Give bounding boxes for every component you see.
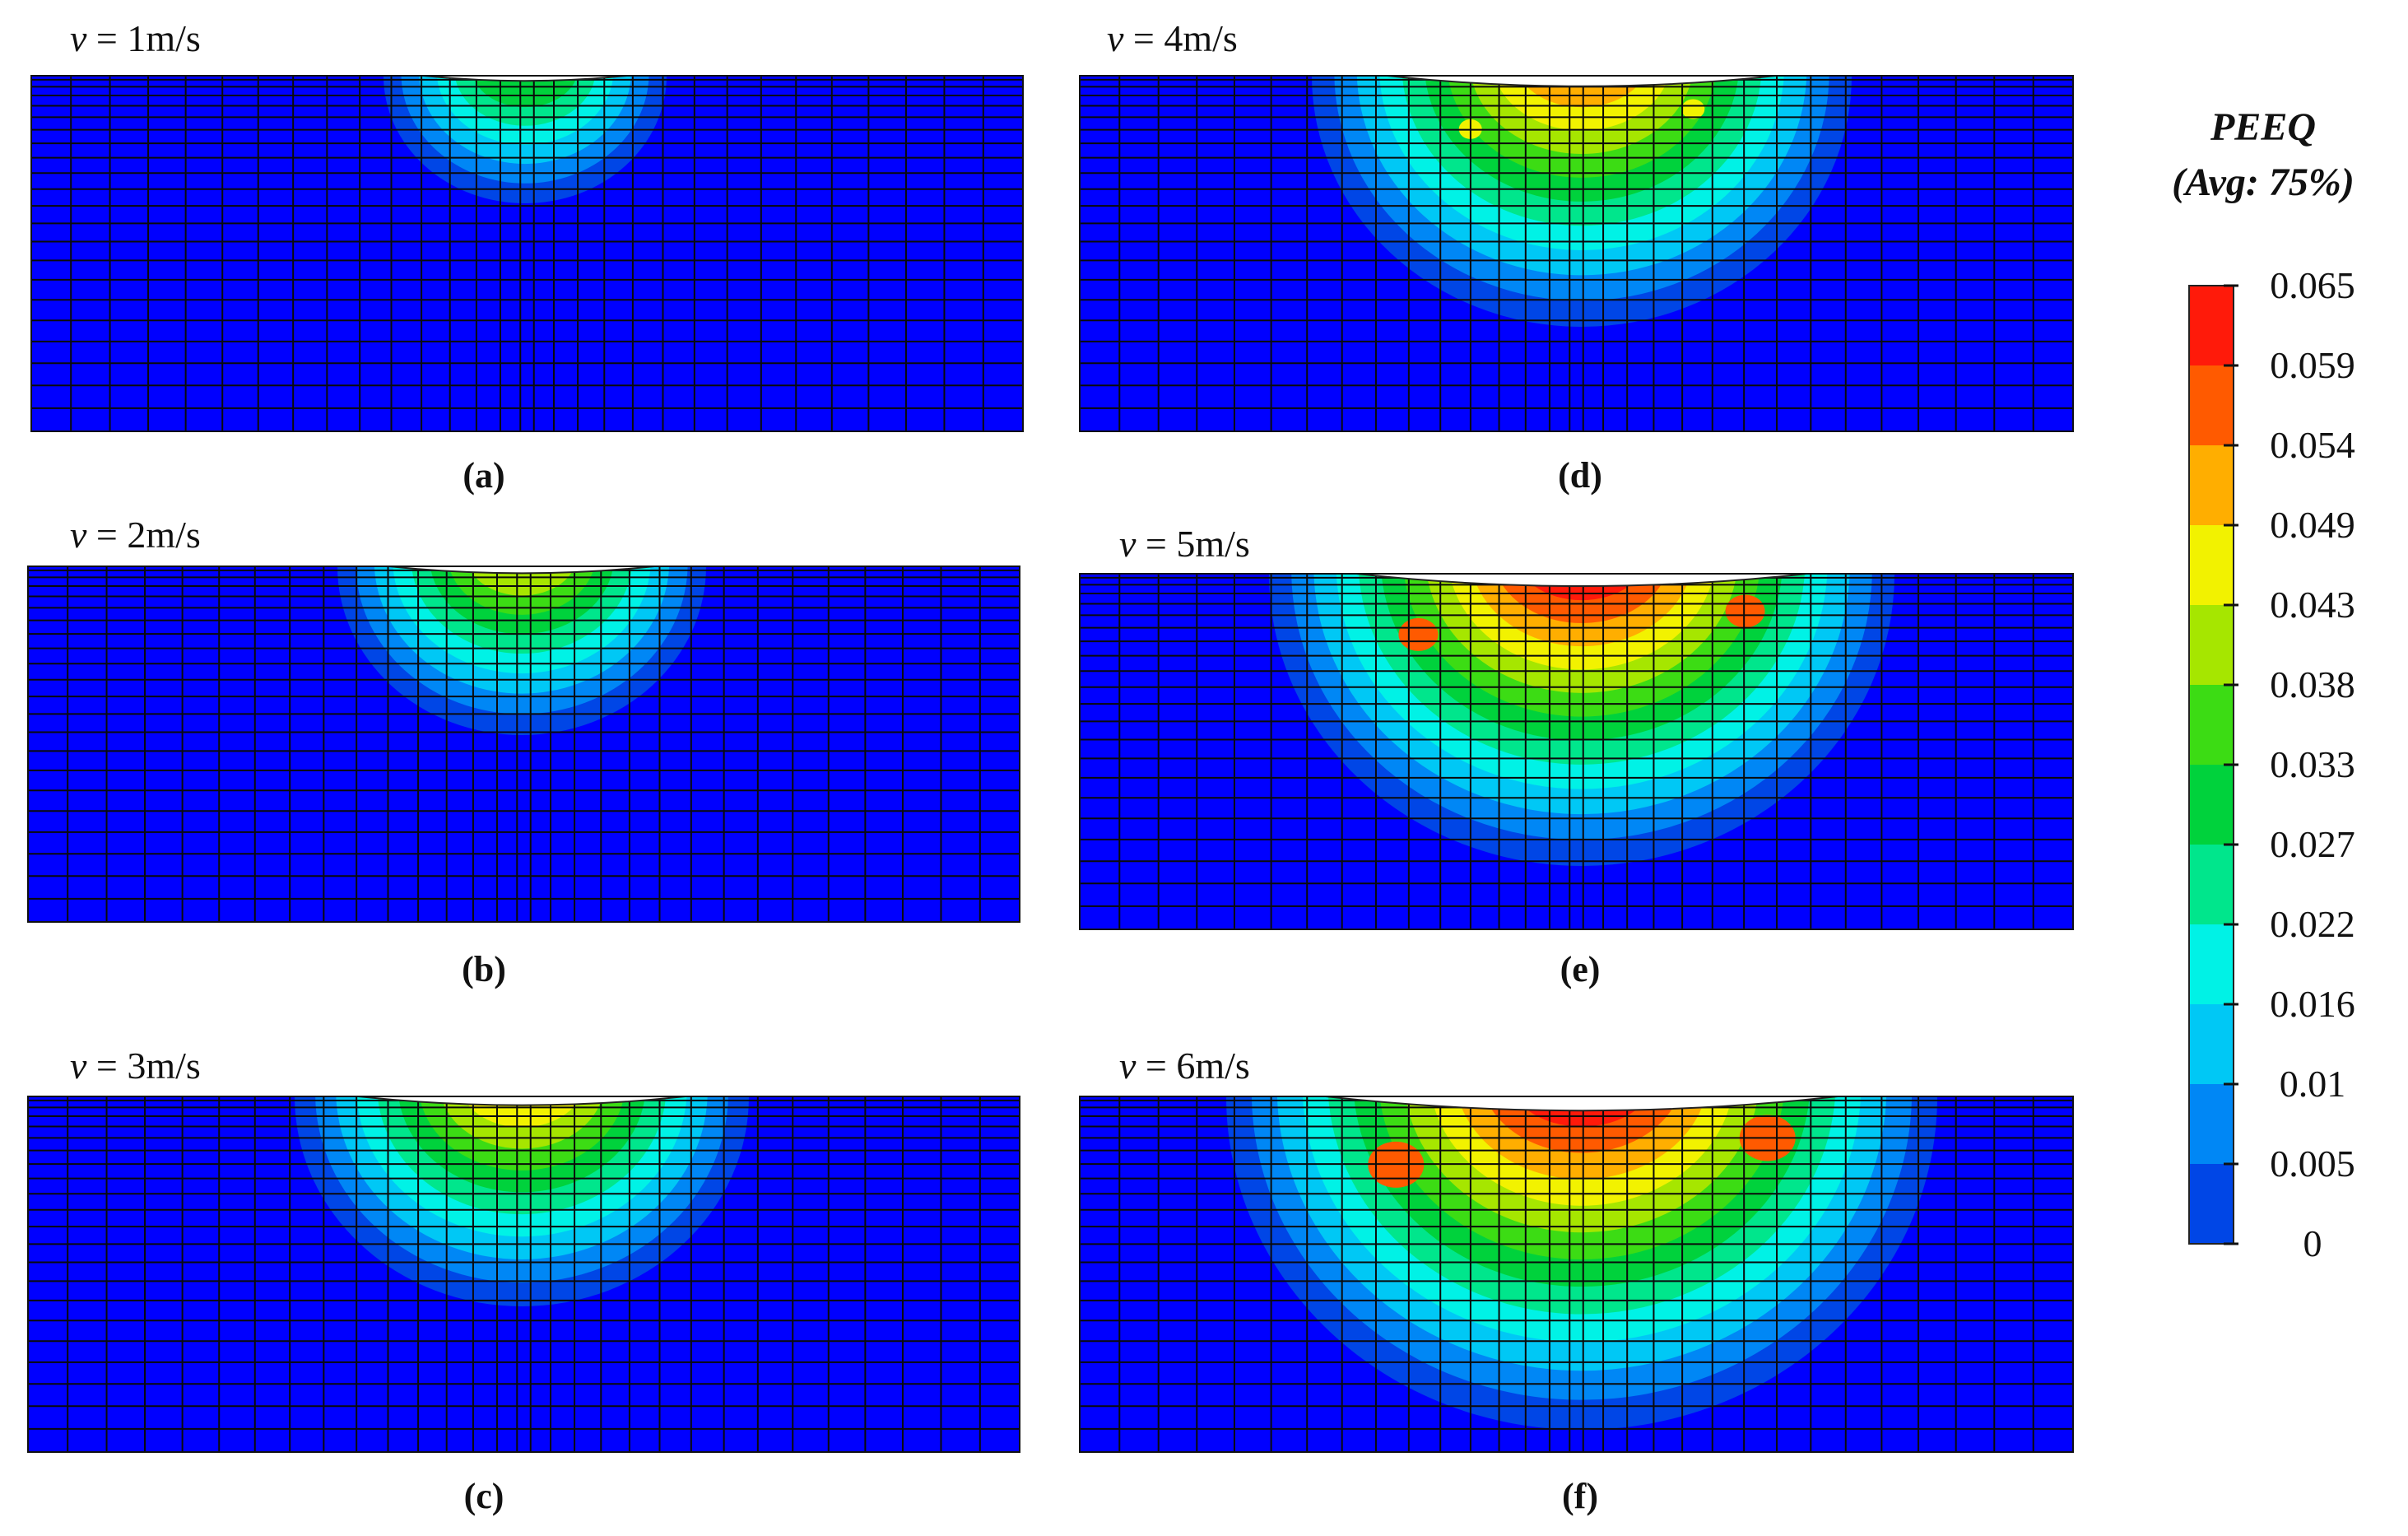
surface-indentation xyxy=(358,1096,686,1106)
panel-frame xyxy=(1079,75,2074,432)
legend-title: PEEQ xyxy=(2210,105,2316,149)
legend-tick-label: 0.059 xyxy=(2270,344,2355,386)
contour-band xyxy=(1518,76,1645,108)
legend-swatch xyxy=(2189,286,2234,365)
contour-field-f xyxy=(1079,1096,2074,1453)
panel-f: v = 6m/s (f) xyxy=(1079,1045,2074,1516)
legend-tick-label: 0.043 xyxy=(2270,584,2355,626)
caption-d: (d) xyxy=(1558,455,1602,496)
legend-tick-label: 0 xyxy=(2303,1222,2322,1264)
legend-tick-label: 0.049 xyxy=(2270,504,2355,546)
contour-plot-area xyxy=(28,1096,1020,1452)
legend-tick-labels: 0.065 0.059 0.054 0.049 0.043 0.038 0.033 0.027… xyxy=(2224,264,2355,1264)
legend-swatch xyxy=(2189,365,2234,445)
legend-swatch xyxy=(2189,445,2234,525)
surface-indentation xyxy=(1387,76,1777,87)
velocity-label-e: v = 5m/s xyxy=(1119,523,1250,565)
contour-field-c xyxy=(27,1096,1020,1453)
mesh-grid xyxy=(1080,76,2073,431)
contour-plot-area xyxy=(1080,76,2073,431)
surface-indentation xyxy=(1356,574,1807,587)
caption-c: (c) xyxy=(464,1476,504,1516)
legend-swatch xyxy=(2189,845,2234,924)
legend-swatch xyxy=(2189,1164,2234,1244)
contour-band xyxy=(1485,1096,1679,1153)
mesh-grid xyxy=(28,566,1020,922)
caption-b: (b) xyxy=(462,949,506,989)
panel-b: v = 2m/s (b) xyxy=(27,514,1020,989)
panel-frame xyxy=(30,75,1024,432)
panel-c: v = 3m/s (c) xyxy=(27,1045,1020,1516)
contour-hotspot xyxy=(1681,99,1705,119)
contour-band xyxy=(472,76,578,108)
surface-indentation xyxy=(423,76,627,82)
legend-swatch xyxy=(2189,924,2234,1004)
legend-tick-label: 0.027 xyxy=(2270,823,2355,865)
legend-color-bar xyxy=(2188,285,2234,1245)
contour-hotspot xyxy=(1398,617,1439,651)
velocity-label-f: v = 6m/s xyxy=(1119,1045,1250,1087)
velocity-label-d: v = 4m/s xyxy=(1107,17,1238,59)
legend-swatch xyxy=(2189,525,2234,605)
contour-hotspot xyxy=(1725,594,1765,628)
panel-e: v = 5m/s (e) xyxy=(1079,523,2074,989)
caption-f: (f) xyxy=(1562,1476,1598,1516)
mesh-grid xyxy=(31,76,1023,431)
contour-plot-area xyxy=(31,76,1023,431)
legend-subtitle: (Avg: 75%) xyxy=(2172,161,2355,204)
legend-swatch xyxy=(2189,1084,2234,1164)
legend-swatch xyxy=(2189,765,2234,845)
legend-swatch xyxy=(2189,685,2234,765)
legend-swatch xyxy=(2189,605,2234,685)
color-legend: PEEQ (Avg: 75%) 0.065 0.059 0.054 0.049 0.04… xyxy=(2172,105,2355,1264)
contour-plot-area xyxy=(1080,574,2073,929)
mesh-grid xyxy=(28,1096,1020,1452)
contour-field-b xyxy=(27,566,1020,923)
contour-band xyxy=(468,566,575,596)
legend-tick-label: 0.038 xyxy=(2270,663,2355,705)
velocity-label-c: v = 3m/s xyxy=(70,1045,201,1087)
panel-frame xyxy=(1079,1096,2074,1453)
panel-frame xyxy=(27,566,1020,923)
contour-plot-area xyxy=(28,566,1020,922)
contour-field-a xyxy=(30,75,1024,432)
contour-plot-area xyxy=(1080,1096,2073,1452)
contour-band xyxy=(440,1096,603,1149)
velocity-label-b: v = 2m/s xyxy=(70,514,201,556)
contour-field-e xyxy=(1079,573,2074,930)
velocity-label-a: v = 1m/s xyxy=(70,17,201,59)
contour-band xyxy=(1496,574,1667,623)
contour-field-d xyxy=(1079,75,2074,432)
panel-frame xyxy=(27,1096,1020,1453)
legend-swatch xyxy=(2189,1004,2234,1084)
surface-indentation xyxy=(1325,1096,1839,1112)
legend-tick-label: 0.033 xyxy=(2270,743,2355,785)
contour-band xyxy=(463,1096,581,1128)
legend-tick-label: 0.01 xyxy=(2280,1063,2346,1105)
caption-a: (a) xyxy=(463,455,504,496)
panel-a: v = 1m/s (a) xyxy=(30,17,1024,496)
legend-tick-label: 0.054 xyxy=(2270,424,2355,466)
caption-e: (e) xyxy=(1560,949,1601,989)
legend-tick-label: 0.065 xyxy=(2270,264,2355,306)
panel-d: v = 4m/s (d) xyxy=(1079,17,2074,496)
contour-band xyxy=(454,76,596,126)
legend-tick-label: 0.022 xyxy=(2270,903,2355,945)
legend-tick-label: 0.016 xyxy=(2270,983,2355,1025)
surface-indentation xyxy=(388,566,655,575)
legend-tick-label: 0.005 xyxy=(2270,1143,2355,1185)
panel-frame xyxy=(1079,573,2074,930)
